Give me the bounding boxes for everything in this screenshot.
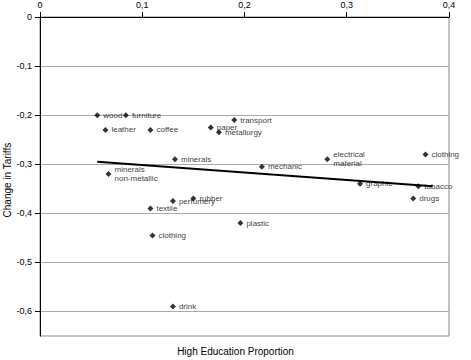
svg-text:non-metallic: non-metallic: [115, 174, 158, 183]
svg-text:0,3: 0,3: [340, 0, 353, 10]
svg-text:perfumery: perfumery: [179, 197, 215, 206]
svg-text:plastic: plastic: [246, 219, 269, 228]
svg-text:metallurgy: metallurgy: [225, 128, 262, 137]
svg-text:0: 0: [27, 12, 32, 22]
svg-text:-0,4: -0,4: [16, 208, 32, 218]
svg-text:wood: wood: [102, 111, 122, 120]
svg-text:-0,2: -0,2: [16, 110, 32, 120]
svg-text:drugs: drugs: [419, 194, 439, 203]
svg-text:coffee: coffee: [156, 125, 178, 134]
svg-text:-0,5: -0,5: [16, 257, 32, 267]
svg-text:minerals: minerals: [115, 165, 145, 174]
svg-text:-0,3: -0,3: [16, 159, 32, 169]
svg-text:transport: transport: [240, 116, 272, 125]
svg-text:material: material: [333, 159, 362, 168]
svg-text:graphic: graphic: [366, 179, 392, 188]
svg-text:drink: drink: [179, 302, 197, 311]
svg-text:Change in Tariffs: Change in Tariffs: [2, 143, 13, 218]
svg-text:-0,1: -0,1: [16, 61, 32, 71]
svg-text:0,4: 0,4: [443, 0, 456, 10]
svg-text:0,1: 0,1: [136, 0, 149, 10]
svg-text:minerals: minerals: [181, 155, 211, 164]
svg-text:leather: leather: [111, 125, 136, 134]
svg-text:0,2: 0,2: [238, 0, 251, 10]
svg-text:0: 0: [37, 0, 42, 10]
svg-text:textile: textile: [156, 204, 177, 213]
svg-text:tabacco: tabacco: [424, 182, 453, 191]
svg-text:High Education Proportion: High Education Proportion: [177, 346, 294, 357]
svg-text:clothing: clothing: [431, 150, 459, 159]
svg-text:furniture: furniture: [132, 111, 162, 120]
svg-text:mechanic: mechanic: [268, 162, 302, 171]
svg-text:electrical: electrical: [333, 150, 365, 159]
svg-text:-0,6: -0,6: [16, 306, 32, 316]
svg-text:clothing: clothing: [158, 231, 186, 240]
